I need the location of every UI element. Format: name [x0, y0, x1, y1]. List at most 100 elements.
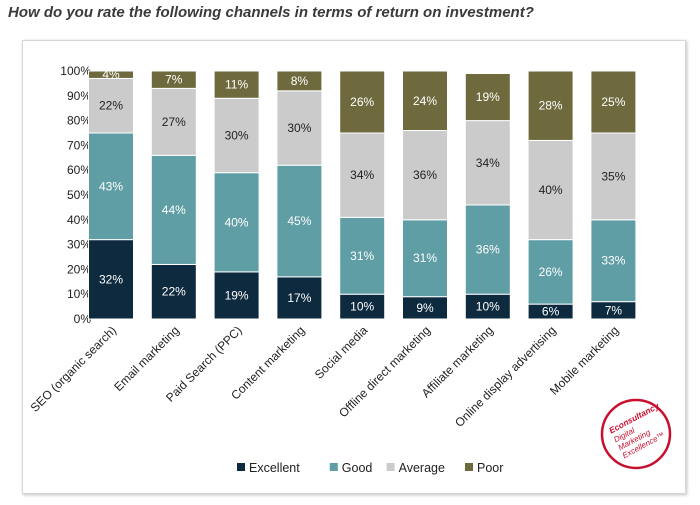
- category-label: Email marketing: [111, 323, 182, 394]
- data-label: 25%: [601, 95, 625, 109]
- bar-area: 32% 43% 22% 4% 22% 44% 27% 7% 19% 40% 30% 11% 17% 45%…: [88, 68, 637, 320]
- data-label: 44%: [162, 203, 186, 217]
- bar-segment: [339, 70, 386, 134]
- bar-segment: [527, 139, 574, 241]
- bar-segment: [276, 276, 323, 320]
- bar-segment: [213, 271, 260, 320]
- data-label: 36%: [476, 243, 500, 257]
- bar-segment: [88, 132, 134, 241]
- legend: Excellent Good Average Poor: [237, 461, 503, 475]
- data-label: 6%: [542, 305, 560, 319]
- category-label: Social media: [312, 323, 371, 382]
- legend-label: Poor: [477, 461, 503, 475]
- data-label: 36%: [413, 168, 437, 182]
- data-label: 34%: [476, 156, 500, 170]
- data-label: 19%: [476, 90, 500, 104]
- data-label: 26%: [539, 265, 563, 279]
- bar-segment: [527, 70, 574, 141]
- data-label: 30%: [225, 128, 249, 142]
- bar-stack: 19% 40% 30% 11%: [213, 70, 260, 320]
- bar-segment: [276, 90, 323, 166]
- y-tick-label: 80%: [67, 114, 91, 128]
- y-tick-label: 100%: [60, 64, 91, 78]
- y-axis: 0% 10% 20% 30% 40% 50% 60% 70% 80% 90% 100%: [60, 64, 91, 326]
- bar-segment: [339, 293, 386, 320]
- data-label: 45%: [287, 214, 311, 228]
- y-tick-label: 10%: [67, 287, 91, 301]
- y-tick-label: 50%: [67, 188, 91, 202]
- y-tick-label: 60%: [67, 163, 91, 177]
- legend-swatch: [386, 463, 395, 471]
- legend-swatch: [329, 463, 338, 471]
- bar-segment: [464, 204, 511, 295]
- bar-stack: 7% 33% 35% 25%: [590, 70, 637, 320]
- x-axis: SEO (organic search)Email marketingPaid …: [28, 323, 622, 430]
- data-label: 26%: [350, 95, 374, 109]
- y-tick-label: 20%: [67, 262, 91, 276]
- bar-segment: [590, 70, 637, 134]
- category-label: SEO (organic search): [28, 323, 119, 414]
- bar-segment: [464, 72, 511, 122]
- bar-segment: [150, 70, 197, 89]
- y-tick-label: 90%: [67, 89, 91, 103]
- bar-stack: 9% 31% 36% 24%: [402, 70, 448, 320]
- data-label: 33%: [601, 254, 625, 268]
- bar-segment: [276, 70, 323, 92]
- bar-segment: [402, 130, 448, 221]
- data-label: 24%: [413, 94, 437, 108]
- legend-swatch: [465, 463, 473, 471]
- bar-stack: 32% 43% 22% 4%: [88, 68, 134, 320]
- category-label: Online display advertising: [452, 323, 559, 430]
- data-label: 30%: [287, 121, 311, 135]
- bar-segment: [464, 120, 511, 206]
- data-label: 17%: [287, 291, 311, 305]
- y-tick-label: 0%: [74, 312, 92, 326]
- bar-segment: [88, 239, 134, 320]
- data-label: 32%: [99, 272, 123, 286]
- bar-segment: [402, 70, 448, 132]
- data-label: 35%: [601, 169, 625, 183]
- bar-segment: [590, 219, 637, 303]
- y-tick-label: 40%: [67, 213, 91, 227]
- data-label: 8%: [291, 74, 309, 88]
- data-label: 7%: [165, 73, 183, 87]
- data-label: 19%: [225, 288, 249, 302]
- data-label: 31%: [413, 251, 437, 265]
- bar-stack: 10% 36% 34% 19%: [464, 72, 511, 320]
- data-label: 10%: [476, 300, 500, 314]
- bar-segment: [213, 70, 260, 99]
- data-label: 7%: [605, 303, 623, 317]
- legend-label: Average: [399, 461, 445, 475]
- data-label: 40%: [539, 183, 563, 197]
- data-label: 28%: [539, 99, 563, 113]
- legend-label: Excellent: [249, 461, 300, 475]
- data-label: 11%: [225, 78, 248, 92]
- bar-stack: 6% 26% 40% 28%: [527, 70, 574, 320]
- bar-segment: [88, 70, 134, 79]
- category-label: Mobile marketing: [547, 323, 622, 398]
- y-tick-label: 30%: [67, 238, 91, 252]
- bar-segment: [276, 164, 323, 278]
- logo-ring: [600, 398, 672, 470]
- data-label: 34%: [350, 168, 374, 182]
- stacked-bar-chart: 0% 10% 20% 30% 40% 50% 60% 70% 80% 90% 100% 32% 43%…: [28, 64, 672, 475]
- data-label: 22%: [162, 285, 186, 299]
- data-label: 22%: [99, 99, 123, 113]
- bar-stack: 17% 45% 30% 8%: [276, 70, 323, 320]
- bar-stack: 22% 44% 27% 7%: [150, 70, 197, 320]
- bar-segment: [402, 219, 448, 298]
- bar-segment: [339, 132, 386, 218]
- bar-segment: [213, 172, 260, 273]
- data-label: 40%: [225, 215, 249, 229]
- data-label: 9%: [416, 301, 434, 315]
- data-label: 10%: [350, 300, 374, 314]
- chart-panel: 0% 10% 20% 30% 40% 50% 60% 70% 80% 90% 100% 32% 43%…: [22, 40, 686, 494]
- legend-label: Good: [342, 461, 373, 475]
- bar-segment: [88, 77, 134, 134]
- bar-segment: [339, 216, 386, 295]
- legend-swatch: [237, 463, 245, 471]
- data-label: 27%: [162, 115, 186, 129]
- chart-title: How do you rate the following channels i…: [8, 4, 534, 21]
- y-tick-label: 70%: [67, 138, 91, 152]
